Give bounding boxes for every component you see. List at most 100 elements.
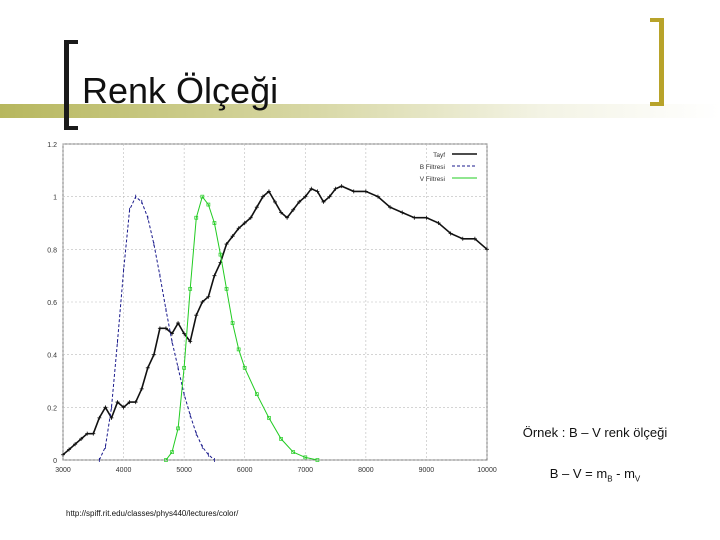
series-point-1 (67, 447, 72, 452)
series-point-1 (133, 400, 138, 405)
series-point-1 (375, 194, 380, 199)
series-point-3 (230, 321, 235, 325)
series-point-1 (485, 247, 489, 252)
series-point-3 (206, 202, 211, 207)
series-point-1 (285, 215, 290, 220)
series-point-1 (260, 194, 265, 199)
x-tick-label: 6000 (237, 467, 253, 474)
series-point-1 (182, 331, 187, 336)
x-tick-label: 5000 (176, 467, 192, 474)
series-point-3 (170, 450, 174, 454)
x-tick-label: 9000 (419, 467, 435, 474)
series-point-1 (388, 205, 393, 210)
y-tick-label: 0.8 (47, 247, 57, 254)
series-point-1 (351, 189, 356, 194)
series-point-1 (127, 400, 132, 405)
series-point-1 (327, 194, 332, 199)
series-point-3 (315, 458, 320, 462)
x-tick-label: 10000 (477, 467, 497, 474)
formula-prefix: B – V = m (549, 466, 608, 481)
series-point-1 (151, 352, 156, 357)
series-point-1 (109, 415, 114, 420)
series-point-1 (139, 386, 144, 391)
series-line-3 (165, 195, 318, 461)
series-point-1 (363, 189, 368, 194)
series-point-1 (91, 431, 96, 436)
series-point-1 (297, 199, 302, 204)
series-point-3 (164, 458, 168, 462)
series-point-1 (291, 207, 296, 212)
series-point-3 (212, 221, 217, 225)
series-point-1 (157, 326, 162, 331)
x-tick-label: 7000 (297, 467, 313, 474)
series-point-1 (73, 442, 78, 447)
series-point-3 (224, 286, 229, 291)
formula-middle: - m (612, 466, 635, 481)
series-point-1 (279, 210, 284, 215)
series-point-3 (188, 286, 193, 291)
series-point-1 (97, 415, 102, 420)
series-point-3 (182, 365, 186, 370)
series-point-1 (309, 186, 314, 191)
series-line-2 (98, 195, 215, 461)
formula-sub-v: V (634, 474, 641, 484)
series-point-1 (79, 436, 84, 441)
series-point-1 (194, 313, 199, 318)
chart-background (27, 138, 503, 478)
legend-label: Tayf (433, 152, 445, 159)
series-point-1 (436, 221, 441, 225)
series-point-1 (230, 234, 235, 239)
series-point-1 (206, 294, 211, 299)
series-point-3 (254, 392, 259, 397)
series-point-3 (194, 215, 199, 220)
series-point-3 (176, 426, 180, 431)
series-point-1 (273, 199, 277, 204)
series-point-1 (424, 215, 429, 220)
series-point-3 (303, 455, 308, 460)
series-point-1 (176, 321, 181, 326)
series-point-1 (242, 221, 247, 225)
series-point-1 (188, 339, 193, 344)
series-point-1 (163, 326, 168, 331)
series-point-3 (267, 416, 271, 420)
legend-label: B Filtresi (420, 164, 445, 171)
series-point-3 (242, 365, 247, 370)
series-point-3 (291, 450, 296, 454)
slide-title: Renk Ölçeği (82, 70, 279, 111)
right-bracket-decoration (650, 18, 664, 106)
x-tick-label: 4000 (116, 467, 132, 474)
x-tick-label: 3000 (55, 467, 71, 474)
legend-label: V Filtresi (420, 176, 445, 183)
formula-sub-b: B (607, 474, 613, 484)
series-point-1 (212, 273, 217, 278)
series-point-3 (218, 252, 223, 257)
y-tick-label: 0.6 (47, 300, 57, 307)
spectrum-chart: 3000 4000 5000 6000 7000 8000 9000 10000 0 0.2 0.4… (27, 138, 503, 478)
title-band (0, 104, 720, 118)
series-point-1 (400, 210, 405, 215)
series-point-1 (115, 400, 120, 405)
series-point-1 (448, 231, 453, 236)
left-bracket-decoration (64, 40, 78, 130)
series-point-1 (472, 236, 477, 241)
y-tick-label: 0.4 (47, 353, 57, 360)
series-point-1 (248, 215, 253, 220)
series-point-1 (254, 205, 259, 210)
series-point-3 (236, 347, 241, 352)
series-point-1 (266, 189, 271, 194)
series-point-1 (460, 236, 465, 241)
y-tick-label: 0 (53, 458, 57, 465)
series-point-1 (412, 215, 417, 220)
series-point-1 (333, 186, 338, 191)
series-point-1 (85, 431, 90, 436)
series-point-1 (224, 242, 229, 247)
series-point-1 (339, 184, 344, 189)
source-url: http://spiff.rit.edu/classes/phys440/lec… (66, 509, 239, 518)
series-point-1 (61, 452, 65, 457)
y-tick-label: 1.2 (47, 142, 57, 149)
series-point-1 (200, 300, 205, 304)
series-point-3 (200, 194, 205, 199)
series-point-1 (303, 194, 308, 199)
note-example: Örnek : B – V renk ölçeği (522, 425, 668, 440)
series-point-1 (236, 226, 241, 231)
